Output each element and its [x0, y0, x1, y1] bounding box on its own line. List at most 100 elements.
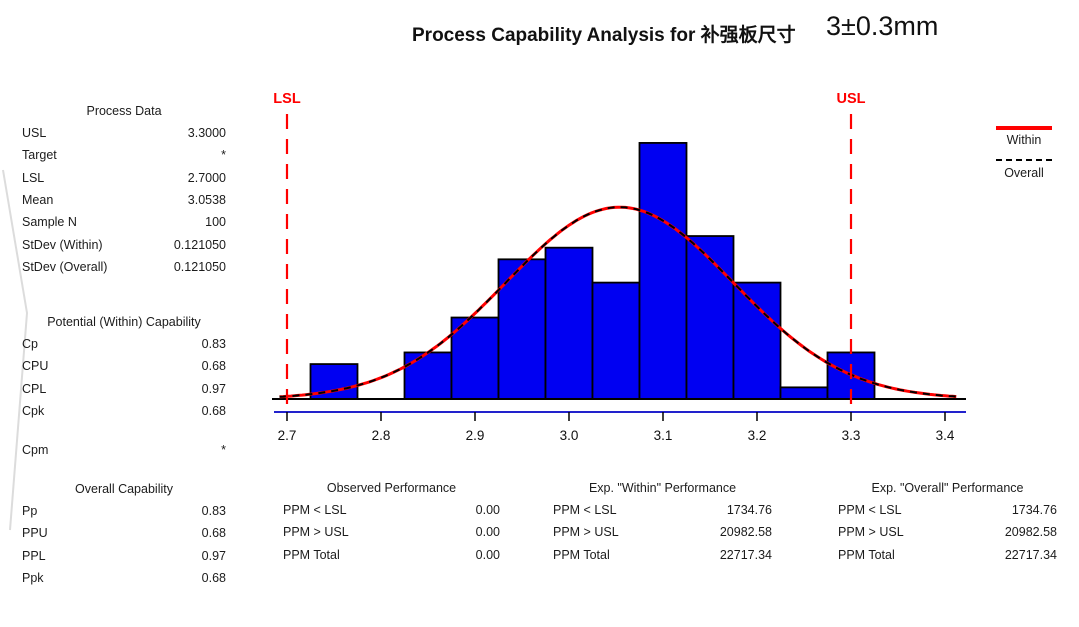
lsl-label: LSL: [273, 91, 301, 107]
stat-value: 20982.58: [719, 525, 772, 540]
overall-line-swatch: [996, 158, 1052, 161]
stat-row: StDev (Overall) 0.121050: [22, 256, 226, 278]
stat-label: CPL: [22, 381, 47, 396]
legend-label-overall: Overall: [1004, 165, 1044, 180]
stat-label: PPU: [22, 526, 48, 541]
stat-label: PPM Total: [838, 547, 895, 562]
stat-label: PPM > USL: [283, 525, 349, 540]
stat-row: PPM < LSL 1734.76: [838, 499, 1057, 521]
stat-label: PPM < LSL: [838, 503, 902, 518]
spec-annotation: 3±0.3mm: [826, 11, 939, 41]
stat-row: PPM Total 22717.34: [838, 544, 1057, 566]
stat-row: PPU 0.68: [22, 522, 226, 544]
observed-performance-panel: Observed Performance PPM < LSL 0.00 PPM >…: [283, 477, 500, 566]
histogram-bar: [497, 258, 547, 400]
stat-value: 0.68: [201, 404, 226, 419]
x-tick-label: 2.7: [278, 428, 297, 443]
stat-value: 1734.76: [1011, 503, 1057, 518]
stat-value: 3.3000: [187, 126, 226, 141]
stat-label: Sample N: [22, 215, 77, 230]
stat-label: PPM < LSL: [553, 503, 617, 518]
stat-row: PPL 0.97: [22, 545, 226, 567]
stat-label: Target: [22, 148, 57, 163]
stat-value: 0.97: [201, 548, 226, 563]
x-tick-label: 3.3: [842, 428, 861, 443]
stat-value: 0.83: [201, 504, 226, 519]
stat-label: PPM < LSL: [283, 503, 347, 518]
stat-value: 0.68: [201, 526, 226, 541]
stat-label: Cpm: [22, 443, 49, 458]
stat-row: PPM Total 0.00: [283, 544, 500, 566]
stat-value: 3.0538: [187, 193, 226, 208]
stat-value: *: [221, 148, 226, 163]
stat-row: Pp 0.83: [22, 500, 226, 522]
process-data-panel: Process Data USL 3.3000 Target * LSL 2.7000…: [22, 100, 226, 278]
legend-label-within: Within: [1006, 132, 1042, 147]
stat-row: Target *: [22, 144, 226, 166]
stat-label: Ppk: [22, 571, 44, 586]
stat-label: PPM Total: [283, 547, 340, 562]
stat-label: PPM > USL: [553, 525, 619, 540]
stat-value: 0.00: [475, 525, 500, 540]
stat-row: CPL 0.97: [22, 378, 226, 400]
stat-row: LSL 2.7000: [22, 167, 226, 189]
histogram-bar: [591, 281, 641, 400]
panel-title: Exp. "Within" Performance: [588, 481, 737, 495]
stat-row: Mean 3.0538: [22, 189, 226, 211]
usl-label: USL: [837, 91, 866, 107]
x-tick-label: 2.8: [372, 428, 391, 443]
x-tick-label: 2.9: [466, 428, 485, 443]
stat-label: Mean: [22, 193, 54, 208]
overall-capability-panel: Overall Capability Pp 0.83 PPU 0.68 PPL 0.9…: [22, 478, 226, 589]
stat-row: Cpm *: [22, 439, 226, 461]
within-line-swatch: [996, 126, 1052, 130]
panel-title: Potential (Within) Capability: [47, 315, 201, 329]
stat-value: 0.97: [201, 381, 226, 396]
stat-label: StDev (Overall): [22, 259, 108, 274]
stat-row: Cp 0.83: [22, 333, 226, 355]
stat-value: 2.7000: [187, 170, 226, 185]
panel-title: Exp. "Overall" Performance: [871, 481, 1024, 495]
panel-title: Observed Performance: [326, 481, 457, 495]
stat-value: 0.83: [201, 337, 226, 352]
stat-value: 20982.58: [1004, 525, 1057, 540]
stat-value: 0.00: [475, 547, 500, 562]
stat-row: USL 3.3000: [22, 122, 226, 144]
histogram-bar: [732, 281, 782, 400]
stat-label: Cp: [22, 337, 38, 352]
stat-value: 22717.34: [719, 547, 772, 562]
panel-title: Overall Capability: [75, 482, 173, 496]
histogram-bar: [779, 386, 829, 400]
stat-row: PPM > USL 20982.58: [553, 521, 772, 543]
stat-value: 22717.34: [1004, 547, 1057, 562]
stat-label: Pp: [22, 504, 38, 519]
histogram-bar: [450, 316, 500, 400]
stat-row: PPM < LSL 1734.76: [553, 499, 772, 521]
x-tick-label: 3.0: [560, 428, 579, 443]
stat-row: PPM > USL 0.00: [283, 521, 500, 543]
histogram-bar: [544, 246, 594, 400]
stat-label: USL: [22, 126, 47, 141]
within-capability-panel: Potential (Within) Capability Cp 0.83 CPU…: [22, 311, 226, 461]
stat-value: 1734.76: [726, 503, 772, 518]
panel-title: Process Data: [86, 104, 162, 118]
stat-label: Cpk: [22, 404, 45, 419]
histogram-bar: [403, 351, 453, 400]
x-tick-label: 3.2: [748, 428, 767, 443]
stat-row: StDev (Within) 0.121050: [22, 233, 226, 255]
stat-row: Cpk 0.68: [22, 400, 226, 422]
stat-value: *: [221, 443, 226, 458]
chart-legend: Within Overall: [994, 126, 1054, 180]
stat-value: 0.68: [201, 359, 226, 374]
capability-histogram-chart: LSL USL 2.7 2.8 2.9 3.0 3.1 3.2 3.3 3.4: [272, 91, 966, 443]
stat-row: CPU 0.68: [22, 355, 226, 377]
stat-value: 0.121050: [173, 237, 226, 252]
stat-value: 100: [205, 215, 226, 230]
exp-overall-performance-panel: Exp. "Overall" Performance PPM < LSL 1734…: [838, 477, 1057, 566]
stat-row: PPM < LSL 0.00: [283, 499, 500, 521]
background-decoration: [2, 169, 29, 531]
stat-row: PPM Total 22717.34: [553, 544, 772, 566]
stat-label: PPL: [22, 548, 46, 563]
stat-row: PPM > USL 20982.58: [838, 521, 1057, 543]
